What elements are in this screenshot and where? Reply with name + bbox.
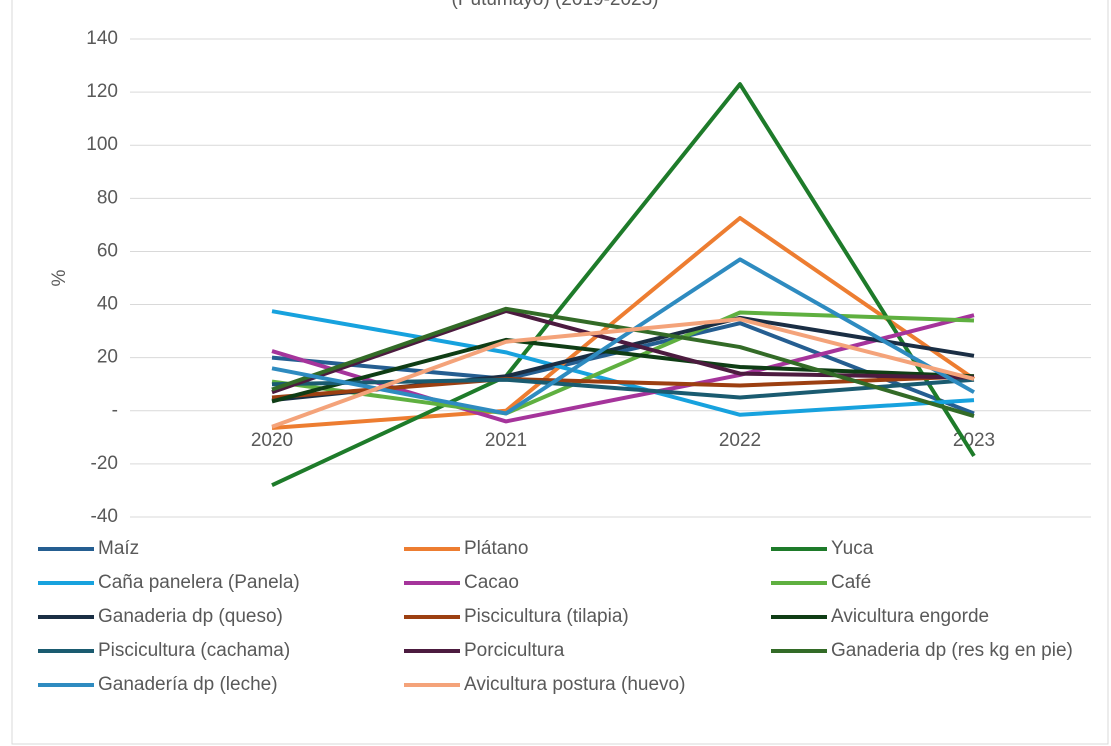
y-tick-label: -40 bbox=[91, 506, 118, 527]
y-tick-label: 20 bbox=[97, 347, 118, 368]
series-line bbox=[271, 321, 975, 416]
legend-label: Café bbox=[831, 572, 871, 593]
legend-label: Maíz bbox=[98, 538, 139, 559]
y-tick-label: 80 bbox=[97, 187, 118, 208]
series-line bbox=[271, 337, 975, 404]
chart-border bbox=[11, 0, 1109, 745]
x-tick-label: 2020 bbox=[251, 430, 293, 451]
series-line bbox=[271, 257, 975, 416]
series-line bbox=[271, 317, 975, 429]
y-tick-label: 120 bbox=[86, 81, 118, 102]
legend-label: Ganaderia dp (res kg en pie) bbox=[831, 640, 1073, 661]
series-line bbox=[271, 215, 976, 431]
legend-label: Avicultura postura (huevo) bbox=[464, 674, 685, 695]
y-tick-label: 60 bbox=[97, 240, 118, 261]
legend-label: Piscicultura (cachama) bbox=[98, 640, 290, 661]
legend-label: Yuca bbox=[831, 538, 874, 559]
x-tick-label: 2022 bbox=[719, 430, 761, 451]
chart-title: (Putumayo) (2019-2023) bbox=[452, 0, 659, 10]
legend-label: Caña panelera (Panela) bbox=[98, 572, 300, 593]
legend-label: Ganadería dp (leche) bbox=[98, 674, 278, 695]
y-tick-label: - bbox=[112, 400, 118, 421]
series-line bbox=[271, 308, 975, 395]
y-tick-label: 100 bbox=[86, 134, 118, 155]
legend-label: Porcicultura bbox=[464, 640, 565, 661]
legend-label: Plátano bbox=[464, 538, 528, 559]
x-tick-label: 2021 bbox=[485, 430, 527, 451]
series-line bbox=[271, 377, 975, 400]
x-tick-label: 2023 bbox=[953, 430, 995, 451]
legend-label: Piscicultura (tilapia) bbox=[464, 606, 629, 627]
legend-label: Ganaderia dp (queso) bbox=[98, 606, 283, 627]
legend-label: Avicultura engorde bbox=[831, 606, 989, 627]
y-tick-label: 140 bbox=[86, 28, 118, 49]
legend-label: Cacao bbox=[464, 572, 519, 593]
series-line bbox=[271, 310, 975, 416]
y-axis-label: % bbox=[49, 269, 70, 286]
y-tick-label: 40 bbox=[97, 294, 118, 315]
series-line bbox=[271, 82, 976, 487]
series-line bbox=[271, 306, 975, 419]
y-tick-label: -20 bbox=[91, 453, 118, 474]
